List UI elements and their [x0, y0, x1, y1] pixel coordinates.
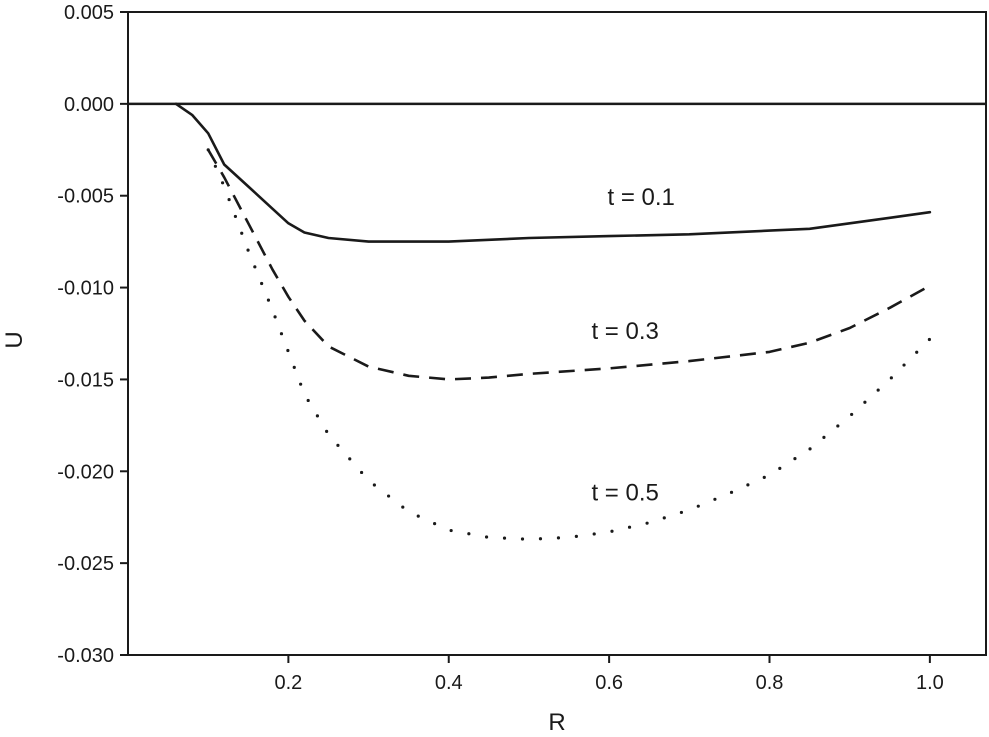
y-tick-label: 0.000 — [64, 94, 114, 116]
x-axis-title: R — [548, 709, 565, 736]
y-axis-title: U — [1, 331, 28, 348]
y-tick-label: -0.010 — [57, 278, 114, 300]
y-tick-label: 0.005 — [64, 2, 114, 24]
series-line-dotted — [206, 148, 932, 541]
y-tick-label: -0.020 — [57, 461, 114, 483]
y-tick-label: -0.025 — [57, 553, 114, 575]
x-tick-label: 0.2 — [274, 672, 302, 694]
plot-area — [127, 11, 987, 656]
x-tick-label: 1.0 — [916, 672, 944, 694]
plot-frame — [127, 11, 987, 656]
x-tick-label: 0.6 — [595, 672, 623, 694]
x-axis: 0.2 0.4 0.6 0.8 1.0 — [274, 655, 944, 694]
y-axis: 0.005 0.000 -0.005 -0.010 -0.015 -0.020 -0.025… — [57, 2, 128, 667]
series-annotation: t = 0.3 — [591, 318, 658, 345]
series-line-dashed — [207, 149, 931, 381]
x-tick-label: 0.8 — [756, 672, 784, 694]
y-tick-label: -0.015 — [57, 369, 114, 391]
y-tick-label: -0.005 — [57, 186, 114, 208]
series-annotation: t = 0.1 — [608, 184, 675, 211]
annotations: t = 0.1 t = 0.3 t = 0.5 — [591, 184, 674, 507]
series-layer — [174, 102, 932, 541]
series-line-solid — [174, 102, 932, 243]
y-tick-label: -0.030 — [57, 645, 114, 667]
x-tick-label: 0.4 — [435, 672, 463, 694]
series-annotation: t = 0.5 — [591, 480, 658, 507]
